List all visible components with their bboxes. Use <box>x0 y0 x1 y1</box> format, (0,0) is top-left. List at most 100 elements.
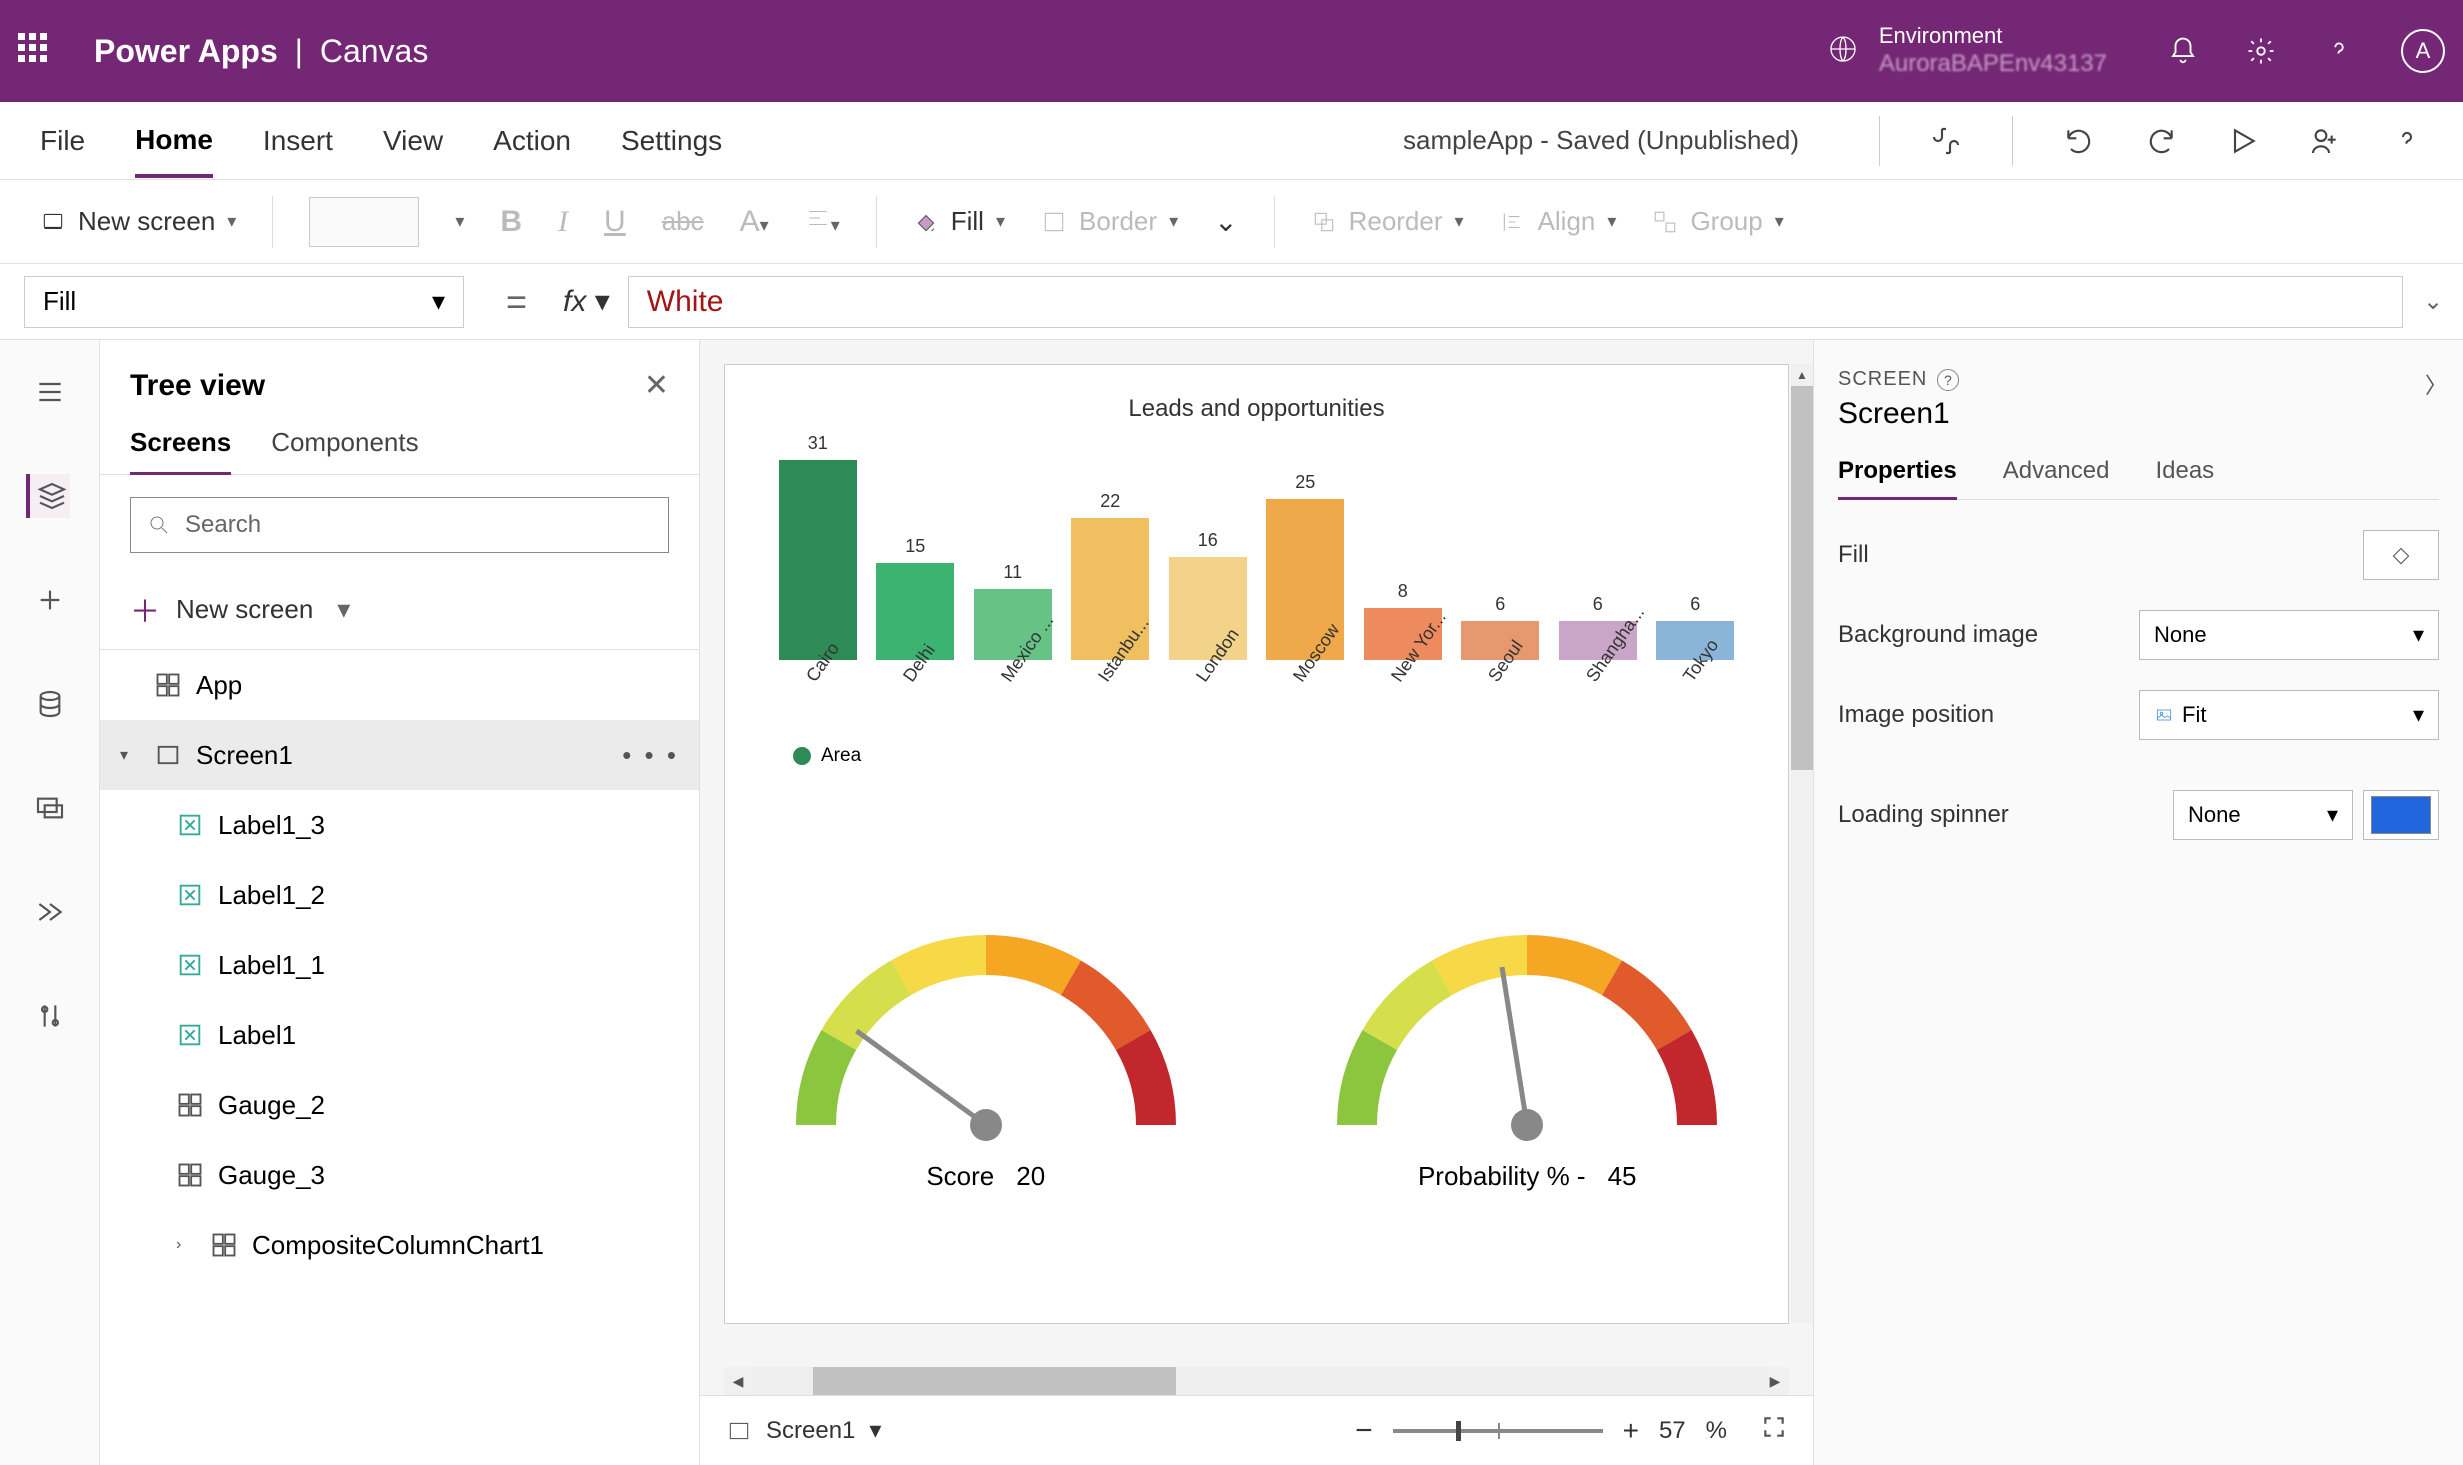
fill-button[interactable]: Fill ▾ <box>913 206 1005 237</box>
tree-item-label12[interactable]: Label1_2 <box>100 860 699 930</box>
brand-app: Power Apps <box>94 33 278 69</box>
prop-spinner-color[interactable] <box>2363 790 2439 840</box>
insert-plus-icon[interactable] <box>28 578 72 622</box>
fontcolor-icon[interactable]: A▾ <box>740 205 769 239</box>
screen-picker[interactable]: Screen1 ▾ <box>726 1416 881 1445</box>
media-icon[interactable] <box>28 786 72 830</box>
italic-icon[interactable]: I <box>558 205 568 239</box>
brand-mode: Canvas <box>320 33 429 69</box>
prop-spinner-value: None <box>2188 802 2241 828</box>
bar-column: 25Moscow <box>1257 472 1355 695</box>
undo-icon[interactable] <box>2063 125 2095 157</box>
share-icon[interactable] <box>2309 125 2341 157</box>
tab-screens[interactable]: Screens <box>130 417 231 475</box>
proptab-advanced[interactable]: Advanced <box>2003 457 2110 499</box>
powerautomate-icon[interactable] <box>28 890 72 934</box>
bold-icon[interactable]: B <box>500 205 522 239</box>
menu-action[interactable]: Action <box>493 107 571 175</box>
align-label: Align <box>1538 206 1596 237</box>
menu-view[interactable]: View <box>383 107 443 175</box>
zoom-out-icon[interactable]: − <box>1355 1414 1373 1448</box>
tree-new-screen[interactable]: ＋ New screen ▾ <box>100 575 699 649</box>
panel-expand-icon[interactable]: 〉 <box>2425 368 2447 400</box>
treeview-icon[interactable] <box>26 474 70 518</box>
prop-spinner-select[interactable]: None▾ <box>2173 790 2353 840</box>
prop-fill-color[interactable] <box>2363 530 2439 580</box>
help2-icon[interactable] <box>2391 125 2423 157</box>
proptab-properties[interactable]: Properties <box>1838 457 1957 500</box>
tree-item-label11[interactable]: Label1_1 <box>100 930 699 1000</box>
chart-title: Leads and opportunities <box>725 365 1788 423</box>
bar-value: 6 <box>1495 594 1505 615</box>
proptab-ideas[interactable]: Ideas <box>2155 457 2214 499</box>
help-icon[interactable] <box>2323 35 2355 67</box>
tree-item-label: App <box>196 670 242 701</box>
tree-item-label1[interactable]: Label1 <box>100 1000 699 1070</box>
bar-column: 15Delhi <box>867 536 965 695</box>
data-icon[interactable] <box>28 682 72 726</box>
group-button[interactable]: Group ▾ <box>1652 206 1783 237</box>
menu-insert[interactable]: Insert <box>263 107 333 175</box>
property-selector[interactable]: Fill ▾ <box>24 276 464 328</box>
search-placeholder: Search <box>185 511 261 539</box>
fullscreen-icon[interactable] <box>1761 1414 1787 1447</box>
reorder-label: Reorder <box>1349 206 1443 237</box>
tab-components[interactable]: Components <box>271 417 418 474</box>
tree-item-screen1[interactable]: ▾ Screen1 • • • <box>100 720 699 790</box>
underline-icon[interactable]: U <box>604 205 626 239</box>
tree-item-gauge2[interactable]: Gauge_2 <box>100 1070 699 1140</box>
new-screen-button[interactable]: New screen ▾ <box>40 206 236 237</box>
gauge2-value: 45 <box>1608 1161 1637 1191</box>
environment-name: AuroraBAPEnv43137 <box>1879 50 2107 79</box>
tree-item-gauge3[interactable]: Gauge_3 <box>100 1140 699 1210</box>
canvas-page[interactable]: Leads and opportunities 31Cairo15Delhi11… <box>724 364 1789 1324</box>
border-button[interactable]: Border ▾ <box>1041 206 1178 237</box>
tree-item-label13[interactable]: Label1_3 <box>100 790 699 860</box>
reorder-button[interactable]: Reorder ▾ <box>1311 206 1464 237</box>
menu-home[interactable]: Home <box>135 106 213 178</box>
app-launcher-icon[interactable] <box>18 33 54 69</box>
search-input[interactable]: Search <box>130 497 669 553</box>
tree-item-app[interactable]: App <box>100 650 699 720</box>
fontsize-box[interactable] <box>309 197 419 247</box>
tools-icon[interactable] <box>28 994 72 1038</box>
align-icon[interactable]: ▾ <box>805 205 840 238</box>
bar-column: 22Istanbu... <box>1062 491 1160 695</box>
chevron-expand-icon[interactable]: ⌄ <box>1214 205 1237 238</box>
property-selector-value: Fill <box>43 286 76 317</box>
prop-bgimage-select[interactable]: None▾ <box>2139 610 2439 660</box>
hamburger-icon[interactable] <box>28 370 72 414</box>
app-status: sampleApp - Saved (Unpublished) <box>1403 125 1799 156</box>
redo-icon[interactable] <box>2145 125 2177 157</box>
gauge-probability <box>1317 905 1737 1145</box>
more-icon[interactable]: • • • <box>622 740 679 771</box>
menu-file[interactable]: File <box>40 107 85 175</box>
vertical-scrollbar[interactable]: ▲ <box>1791 364 1813 1323</box>
bar-value: 8 <box>1398 581 1408 602</box>
treeview-close-icon[interactable]: ✕ <box>644 368 669 403</box>
menu-settings[interactable]: Settings <box>621 107 722 175</box>
formula-value: White <box>647 285 724 319</box>
formula-expand-icon[interactable]: ⌄ <box>2403 287 2463 316</box>
fx-icon[interactable]: fx ▾ <box>563 284 610 319</box>
zoom-in-icon[interactable]: + <box>1623 1415 1639 1447</box>
formula-input[interactable]: White <box>628 276 2403 328</box>
notifications-icon[interactable] <box>2167 35 2199 67</box>
strike-icon[interactable]: abc <box>662 206 704 237</box>
settings-gear-icon[interactable] <box>2245 35 2277 67</box>
prop-imgpos-value: Fit <box>2182 702 2206 728</box>
prop-imgpos-select[interactable]: Fit▾ <box>2139 690 2439 740</box>
tree-item-chart1[interactable]: › CompositeColumnChart1 <box>100 1210 699 1280</box>
bar-column: 6Tokyo <box>1647 594 1745 695</box>
align-button[interactable]: Align ▾ <box>1500 206 1617 237</box>
avatar[interactable]: A <box>2401 29 2445 73</box>
prop-imgpos-label: Image position <box>1838 701 1994 729</box>
zoom-slider[interactable] <box>1393 1429 1603 1433</box>
app-checker-icon[interactable] <box>1930 125 1962 157</box>
gauge2-label: Probability % - <box>1418 1161 1586 1191</box>
horizontal-scrollbar[interactable]: ◀ ▶ <box>724 1367 1789 1395</box>
environment-picker[interactable]: Environment AuroraBAPEnv43137 <box>1827 23 2107 78</box>
legend-dot <box>793 747 811 765</box>
play-icon[interactable] <box>2227 125 2259 157</box>
help-badge-icon[interactable]: ? <box>1937 369 1959 391</box>
